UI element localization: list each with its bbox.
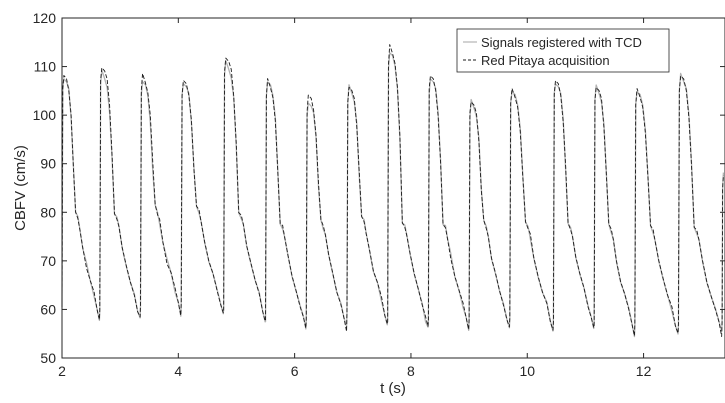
y-tick-label: 50 bbox=[40, 350, 56, 366]
y-tick-label: 120 bbox=[33, 10, 57, 26]
y-tick-label: 90 bbox=[40, 156, 56, 172]
x-tick-label: 10 bbox=[519, 363, 535, 379]
series-line-red-pitaya bbox=[62, 45, 723, 337]
y-axis-title: CBFV (cm/s) bbox=[12, 145, 29, 231]
y-tick-label: 110 bbox=[34, 59, 57, 75]
x-tick-label: 8 bbox=[407, 363, 415, 379]
legend-label-tcd: Signals registered with TCD bbox=[481, 35, 642, 50]
y-tick-label: 100 bbox=[33, 107, 57, 123]
y-tick-label: 60 bbox=[40, 301, 56, 317]
y-tick-label: 70 bbox=[40, 253, 56, 269]
x-tick-label: 4 bbox=[174, 363, 182, 379]
y-tick-label: 80 bbox=[40, 204, 56, 220]
x-tick-label: 12 bbox=[636, 363, 652, 379]
legend-label-red-pitaya: Red Pitaya acquisition bbox=[481, 53, 610, 68]
legend: Signals registered with TCD Red Pitaya a… bbox=[457, 29, 669, 72]
x-tick-label: 2 bbox=[58, 363, 66, 379]
x-tick-label: 6 bbox=[291, 363, 299, 379]
x-axis-title: t (s) bbox=[380, 380, 406, 397]
series-line-tcd bbox=[62, 53, 723, 337]
series-layer bbox=[62, 45, 724, 337]
